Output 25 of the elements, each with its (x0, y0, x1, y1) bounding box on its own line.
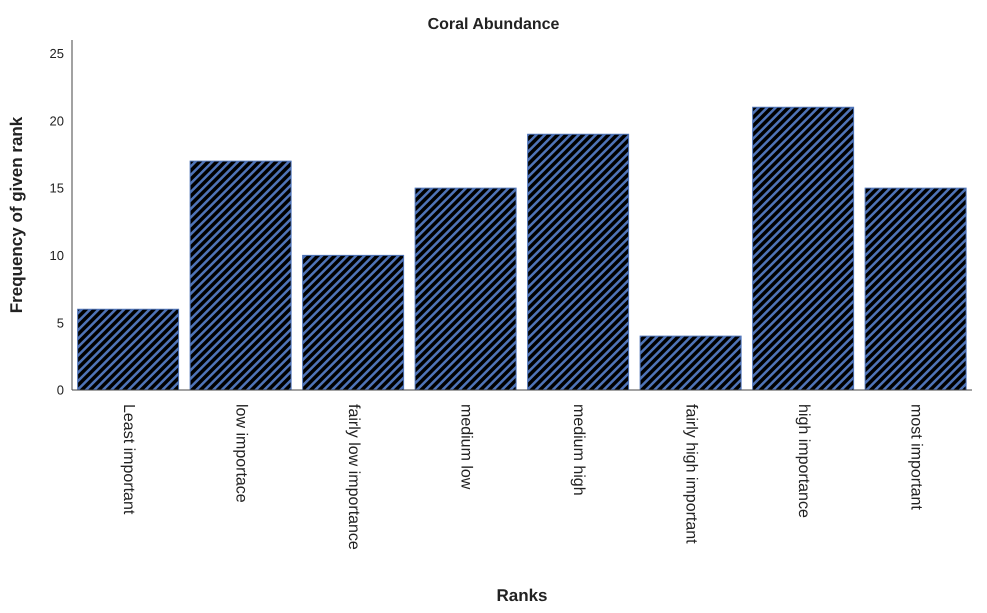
bar (190, 160, 292, 390)
x-tick-label: high importance (794, 404, 812, 518)
x-tick-label: fairly low importance (344, 404, 362, 550)
x-tick-label: most important (907, 404, 924, 510)
y-tick-label: 25 (50, 46, 64, 62)
bar (302, 254, 404, 390)
y-tick-label: 10 (50, 248, 64, 263)
y-tick-label: 20 (50, 113, 64, 128)
y-tick-label: 5 (56, 315, 64, 330)
bar (752, 106, 854, 390)
x-tick-label: Least important (120, 404, 137, 515)
bar (864, 188, 967, 390)
y-tick-label: 15 (50, 180, 64, 196)
bar (414, 188, 517, 390)
x-tick-label: fairly high important (682, 404, 700, 544)
y-tick-label: 0 (56, 382, 64, 398)
x-tick-label: medium high (570, 404, 587, 496)
x-axis-title: Ranks (495, 586, 549, 606)
x-tick-label: low importace (232, 404, 250, 503)
x-tick-label: medium low (457, 404, 474, 490)
bar (527, 134, 630, 390)
bar (640, 336, 742, 390)
chart-title: Coral Abundance (426, 16, 560, 34)
y-axis-title: Frequency of given rank (7, 116, 26, 314)
bar (77, 308, 180, 390)
